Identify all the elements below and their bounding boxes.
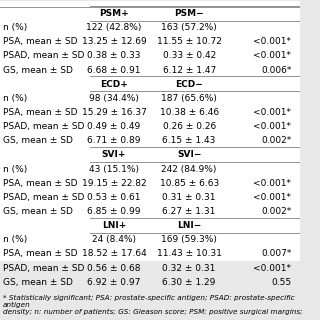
Text: 6.30 ± 1.29: 6.30 ± 1.29 <box>163 278 216 287</box>
Text: LNI+: LNI+ <box>102 221 126 230</box>
Text: ECD+: ECD+ <box>100 80 128 89</box>
Text: PSAD, mean ± SD: PSAD, mean ± SD <box>3 52 84 60</box>
Text: 11.55 ± 10.72: 11.55 ± 10.72 <box>157 37 222 46</box>
Text: 0.002*: 0.002* <box>261 136 291 145</box>
Text: <0.001*: <0.001* <box>253 264 291 273</box>
Text: PSA, mean ± SD: PSA, mean ± SD <box>3 108 77 117</box>
Text: 0.38 ± 0.33: 0.38 ± 0.33 <box>87 52 141 60</box>
Text: 43 (15.1%): 43 (15.1%) <box>89 164 139 173</box>
Text: <0.001*: <0.001* <box>253 193 291 202</box>
Text: PSM−: PSM− <box>174 9 204 18</box>
Text: n (%): n (%) <box>3 164 27 173</box>
Text: PSA, mean ± SD: PSA, mean ± SD <box>3 37 77 46</box>
Text: GS, mean ± SD: GS, mean ± SD <box>3 136 73 145</box>
Text: PSM+: PSM+ <box>99 9 129 18</box>
Text: 122 (42.8%): 122 (42.8%) <box>86 23 142 32</box>
Text: 0.49 ± 0.49: 0.49 ± 0.49 <box>87 122 141 131</box>
Text: ECD−: ECD− <box>175 80 203 89</box>
Text: SVI−: SVI− <box>177 150 201 159</box>
Text: 10.38 ± 6.46: 10.38 ± 6.46 <box>160 108 219 117</box>
Text: 163 (57.2%): 163 (57.2%) <box>161 23 217 32</box>
Text: 6.27 ± 1.31: 6.27 ± 1.31 <box>163 207 216 216</box>
Text: 6.71 ± 0.89: 6.71 ± 0.89 <box>87 136 141 145</box>
Text: PSA, mean ± SD: PSA, mean ± SD <box>3 179 77 188</box>
Text: 169 (59.3%): 169 (59.3%) <box>161 235 217 244</box>
Text: GS, mean ± SD: GS, mean ± SD <box>3 207 73 216</box>
Text: n (%): n (%) <box>3 94 27 103</box>
Text: 0.32 ± 0.31: 0.32 ± 0.31 <box>163 264 216 273</box>
Text: 187 (65.6%): 187 (65.6%) <box>161 94 217 103</box>
Text: 0.26 ± 0.26: 0.26 ± 0.26 <box>163 122 216 131</box>
Text: LNI−: LNI− <box>177 221 201 230</box>
Text: 15.29 ± 16.37: 15.29 ± 16.37 <box>82 108 147 117</box>
Text: 6.92 ± 0.97: 6.92 ± 0.97 <box>87 278 141 287</box>
Text: 11.43 ± 10.31: 11.43 ± 10.31 <box>157 249 222 258</box>
Text: 0.002*: 0.002* <box>261 207 291 216</box>
Text: 18.52 ± 17.64: 18.52 ± 17.64 <box>82 249 147 258</box>
Text: 6.68 ± 0.91: 6.68 ± 0.91 <box>87 66 141 75</box>
Text: * Statistically significant; PSA: prostate-specific antigen; PSAD: prostate-spec: * Statistically significant; PSA: prosta… <box>3 295 303 315</box>
Text: SVI+: SVI+ <box>102 150 126 159</box>
Text: 24 (8.4%): 24 (8.4%) <box>92 235 136 244</box>
Text: 0.55: 0.55 <box>271 278 291 287</box>
Text: PSAD, mean ± SD: PSAD, mean ± SD <box>3 264 84 273</box>
Text: 6.85 ± 0.99: 6.85 ± 0.99 <box>87 207 141 216</box>
Text: 242 (84.9%): 242 (84.9%) <box>162 164 217 173</box>
Text: PSAD, mean ± SD: PSAD, mean ± SD <box>3 122 84 131</box>
Text: <0.001*: <0.001* <box>253 179 291 188</box>
Text: 13.25 ± 12.69: 13.25 ± 12.69 <box>82 37 147 46</box>
Text: PSA, mean ± SD: PSA, mean ± SD <box>3 249 77 258</box>
Text: 0.006*: 0.006* <box>261 66 291 75</box>
Text: PSAD, mean ± SD: PSAD, mean ± SD <box>3 193 84 202</box>
Text: GS, mean ± SD: GS, mean ± SD <box>3 66 73 75</box>
Text: 0.53 ± 0.61: 0.53 ± 0.61 <box>87 193 141 202</box>
Text: 0.56 ± 0.68: 0.56 ± 0.68 <box>87 264 141 273</box>
Text: GS, mean ± SD: GS, mean ± SD <box>3 278 73 287</box>
Text: <0.001*: <0.001* <box>253 122 291 131</box>
Text: 10.85 ± 6.63: 10.85 ± 6.63 <box>160 179 219 188</box>
Text: 19.15 ± 22.82: 19.15 ± 22.82 <box>82 179 147 188</box>
Text: 6.15 ± 1.43: 6.15 ± 1.43 <box>163 136 216 145</box>
Text: <0.001*: <0.001* <box>253 52 291 60</box>
Text: <0.001*: <0.001* <box>253 108 291 117</box>
Text: 0.33 ± 0.42: 0.33 ± 0.42 <box>163 52 216 60</box>
Text: 0.31 ± 0.31: 0.31 ± 0.31 <box>163 193 216 202</box>
Text: 98 (34.4%): 98 (34.4%) <box>89 94 139 103</box>
Text: 0.007*: 0.007* <box>261 249 291 258</box>
Text: <0.001*: <0.001* <box>253 37 291 46</box>
Text: 6.12 ± 1.47: 6.12 ± 1.47 <box>163 66 216 75</box>
Text: n (%): n (%) <box>3 235 27 244</box>
Text: n (%): n (%) <box>3 23 27 32</box>
